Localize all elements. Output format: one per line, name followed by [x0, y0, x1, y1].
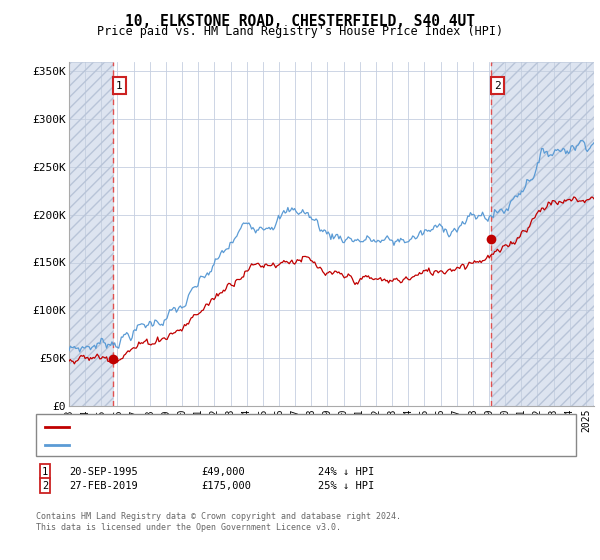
Bar	[69, 62, 113, 406]
Text: 1: 1	[116, 81, 122, 91]
Bar	[491, 62, 594, 406]
Bar	[491, 62, 594, 406]
Text: 2: 2	[42, 480, 48, 491]
Text: 1: 1	[42, 466, 48, 477]
Text: 25% ↓ HPI: 25% ↓ HPI	[318, 480, 374, 491]
Text: 2: 2	[494, 81, 500, 91]
Text: Price paid vs. HM Land Registry's House Price Index (HPI): Price paid vs. HM Land Registry's House …	[97, 25, 503, 38]
Text: 10, ELKSTONE ROAD, CHESTERFIELD, S40 4UT (detached house): 10, ELKSTONE ROAD, CHESTERFIELD, S40 4UT…	[76, 422, 418, 432]
Bar	[113, 62, 491, 406]
Text: 20-SEP-1995: 20-SEP-1995	[69, 466, 138, 477]
Text: £49,000: £49,000	[201, 466, 245, 477]
Text: 24% ↓ HPI: 24% ↓ HPI	[318, 466, 374, 477]
Bar	[69, 62, 113, 406]
Text: HPI: Average price, detached house, Chesterfield: HPI: Average price, detached house, Ches…	[76, 440, 364, 450]
Text: 10, ELKSTONE ROAD, CHESTERFIELD, S40 4UT: 10, ELKSTONE ROAD, CHESTERFIELD, S40 4UT	[125, 14, 475, 29]
Text: 27-FEB-2019: 27-FEB-2019	[69, 480, 138, 491]
Text: £175,000: £175,000	[201, 480, 251, 491]
Text: Contains HM Land Registry data © Crown copyright and database right 2024.
This d: Contains HM Land Registry data © Crown c…	[36, 512, 401, 532]
